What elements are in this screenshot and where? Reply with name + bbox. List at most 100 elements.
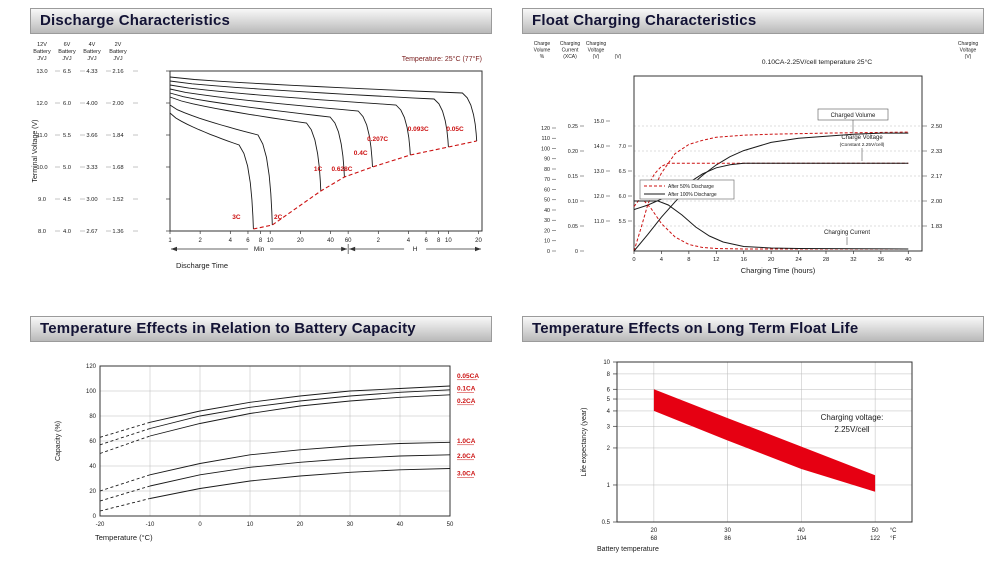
svg-text:20: 20 [297, 522, 304, 528]
svg-text:12.0: 12.0 [594, 194, 604, 200]
svg-text:30: 30 [347, 522, 354, 528]
svg-text:JVJ: JVJ [62, 56, 71, 62]
svg-text:80: 80 [89, 414, 96, 420]
svg-text:Battery temperature: Battery temperature [597, 546, 659, 553]
svg-text:12.0: 12.0 [36, 101, 47, 107]
svg-text:4: 4 [229, 238, 233, 244]
svg-text:80: 80 [544, 167, 550, 173]
svg-text:1: 1 [607, 483, 611, 489]
svg-text:°F: °F [890, 536, 896, 542]
svg-text:Capacity (%): Capacity (%) [55, 421, 62, 461]
svg-text:1.52: 1.52 [112, 197, 123, 203]
svg-text:6: 6 [607, 387, 611, 393]
svg-text:Min: Min [254, 246, 265, 253]
svg-text:6: 6 [424, 238, 428, 244]
svg-text:5.0: 5.0 [63, 165, 71, 171]
svg-text:70: 70 [544, 177, 550, 183]
svg-text:(XCA): (XCA) [563, 54, 577, 60]
panel-discharge: Discharge Characteristics 12V Battery JVJ 1… [30, 8, 492, 288]
svg-text:20: 20 [544, 228, 550, 234]
svg-text:6V: 6V [64, 42, 71, 48]
svg-text:Battery: Battery [109, 49, 127, 55]
temp-capacity-plot: -20 -10 0 10 20 30 40 50 0 20 40 60 80 100 120 Capacity… [55, 364, 479, 542]
svg-text:28: 28 [823, 257, 829, 263]
discharge-curve-0.628C [169, 92, 345, 178]
svg-text:-10: -10 [146, 522, 155, 528]
svg-text:4.0: 4.0 [63, 229, 71, 235]
capacity-curve-3.0CA [149, 468, 451, 499]
svg-text:Terminal Voltage (V): Terminal Voltage (V) [32, 119, 39, 182]
svg-text:JVJ: JVJ [37, 56, 46, 62]
svg-text:1.68: 1.68 [112, 165, 123, 171]
capacity-curve-2.0CA [149, 454, 451, 487]
series-voltage-100 [633, 162, 909, 211]
svg-text:(V): (V) [615, 54, 622, 60]
annotation-line-2: 2.25V/cell [834, 425, 869, 434]
svg-text:After 50% Discharge: After 50% Discharge [668, 184, 714, 190]
svg-text:JVJ: JVJ [87, 56, 96, 62]
svg-text:60: 60 [345, 238, 352, 244]
svg-text:Discharge Time: Discharge Time [176, 261, 228, 270]
svg-text:40: 40 [397, 522, 404, 528]
svg-text:4.33: 4.33 [86, 69, 97, 75]
discharge-curve-0.093C [169, 80, 449, 148]
svg-text:2.17: 2.17 [931, 174, 942, 180]
svg-text:14.0: 14.0 [594, 144, 604, 150]
svg-text:1.36: 1.36 [112, 229, 123, 235]
annotation-line-1: Charging voltage: [821, 413, 884, 422]
svg-text:0.5: 0.5 [602, 520, 611, 526]
svg-text:Current: Current [562, 48, 579, 54]
float-life-chart: 1086543210.5206830864010450122°C°FChargi… [581, 360, 913, 553]
label-charging-current: Charging Current [824, 230, 870, 236]
svg-text:Voltage: Voltage [960, 48, 977, 54]
svg-text:1.84: 1.84 [112, 133, 124, 139]
section-title: Temperature Effects on Long Term Float L… [532, 320, 859, 337]
svg-text:10.0: 10.0 [36, 165, 47, 171]
svg-text:%: % [540, 54, 545, 60]
svg-text:50: 50 [447, 522, 454, 528]
svg-text:8: 8 [437, 238, 441, 244]
rate-label-0.1CA: 0.1CA [457, 386, 476, 393]
svg-text:50: 50 [544, 198, 550, 204]
series-volume-50 [633, 131, 909, 252]
capacity-curve-1.0CA [149, 441, 451, 476]
svg-text:8: 8 [687, 257, 690, 263]
curve-label-0.4C: 0.4C [354, 150, 368, 157]
svg-text:4.00: 4.00 [86, 101, 97, 107]
svg-text:10: 10 [544, 239, 550, 245]
svg-text:0.10: 0.10 [568, 199, 578, 205]
discharge-curve-2C [169, 104, 273, 226]
svg-text:30: 30 [724, 528, 731, 534]
svg-text:Charge: Charge [534, 41, 551, 47]
svg-text:Temperature: 25°C (77°F): Temperature: 25°C (77°F) [402, 55, 482, 63]
svg-text:120: 120 [541, 126, 550, 132]
series-current-50 [634, 200, 909, 250]
svg-text:6.0: 6.0 [619, 194, 626, 200]
svg-text:2: 2 [198, 238, 202, 244]
section-title: Temperature Effects in Relation to Batte… [40, 320, 416, 337]
svg-text:90: 90 [544, 157, 550, 163]
svg-text:60: 60 [544, 187, 550, 193]
svg-text:2: 2 [607, 446, 611, 452]
svg-text:Charging: Charging [958, 41, 979, 47]
svg-text:(V): (V) [593, 54, 600, 60]
curve-label-0.05C: 0.05C [446, 126, 464, 133]
svg-text:13.0: 13.0 [36, 69, 47, 75]
svg-text:40: 40 [89, 464, 96, 470]
rate-label-1.0CA: 1.0CA [457, 438, 476, 445]
svg-text:5: 5 [607, 397, 611, 403]
svg-text:3.66: 3.66 [86, 133, 97, 139]
panel-temp-capacity: Temperature Effects in Relation to Batte… [30, 316, 492, 562]
cutoff-locus [253, 140, 477, 230]
discharge-curve-1C [169, 96, 322, 192]
svg-text:40: 40 [327, 238, 334, 244]
svg-text:86: 86 [724, 536, 731, 542]
curve-label-1C: 1C [314, 166, 323, 173]
svg-text:(Constant 2.25V/cell): (Constant 2.25V/cell) [840, 142, 885, 148]
svg-text:8.0: 8.0 [38, 229, 46, 235]
svg-text:6: 6 [246, 238, 250, 244]
svg-text:11.0: 11.0 [594, 219, 604, 225]
curve-label-3C: 3C [232, 214, 241, 221]
svg-text:7.0: 7.0 [619, 144, 626, 150]
